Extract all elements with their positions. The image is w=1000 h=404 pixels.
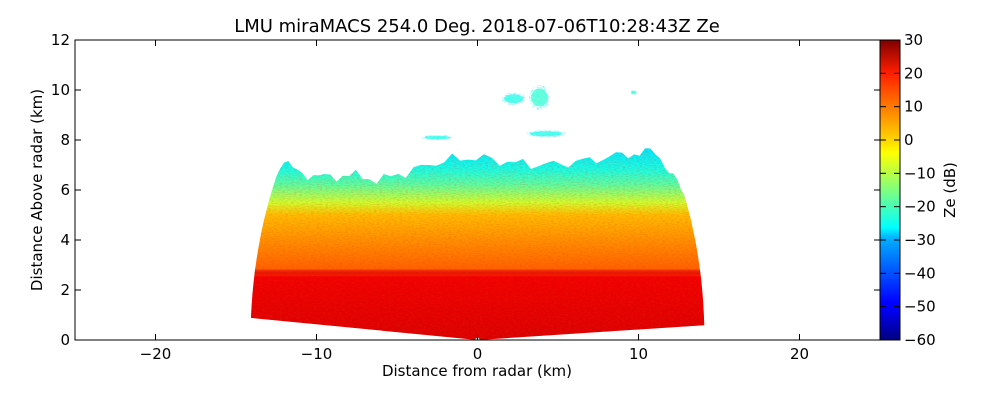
colorbar-tick-label: −10 [904, 164, 936, 182]
colorbar-tick-label: 10 [904, 98, 923, 116]
y-tick-label: 0 [60, 331, 70, 349]
x-tick-label: 20 [790, 345, 809, 363]
colorbar-gradient [880, 40, 900, 340]
chart-title: LMU miraMACS 254.0 Deg. 2018-07-06T10:28… [234, 16, 720, 37]
colorbar: 30 20 10 0 −10 −20 −30 −40 −50 −60 Ze (dB) [879, 31, 959, 349]
colorbar-tick-label: −30 [904, 231, 936, 249]
radar-echo [250, 85, 705, 340]
cloud-cell-core [531, 88, 548, 107]
x-axis: −20 −10 0 10 20 [140, 40, 809, 363]
upper-cloud-cells [421, 85, 637, 140]
x-axis-label: Distance from radar (km) [382, 362, 572, 380]
colorbar-tick-label: −60 [904, 331, 936, 349]
y-tick-label: 12 [51, 31, 70, 49]
cloud-cell-core [504, 94, 524, 104]
colorbar-tick-label: 20 [904, 64, 923, 82]
cloud-cell-core [424, 135, 451, 140]
cloud-cell-core [529, 131, 563, 137]
x-tick-label: −20 [140, 345, 172, 363]
y-tick-label: 4 [60, 231, 70, 249]
y-tick-label: 8 [60, 131, 70, 149]
colorbar-ticks: 30 20 10 0 −10 −20 −30 −40 −50 −60 [880, 31, 936, 349]
colorbar-label: Ze (dB) [941, 162, 959, 218]
melting-layer-bright-band [250, 270, 705, 277]
cloud-cell-core [631, 90, 637, 95]
colorbar-tick-label: −50 [904, 298, 936, 316]
y-axis: 0 2 4 6 8 10 12 [51, 31, 880, 349]
x-tick-label: 10 [629, 345, 648, 363]
y-tick-label: 2 [60, 281, 70, 299]
y-tick-label: 10 [51, 81, 70, 99]
colorbar-tick-label: 30 [904, 31, 923, 49]
echo-speckle-texture [250, 148, 705, 340]
x-tick-label: 0 [473, 345, 483, 363]
colorbar-frame [879, 39, 901, 341]
colorbar-tick-label: −20 [904, 198, 936, 216]
y-tick-label: 6 [60, 181, 70, 199]
x-tick-label: −10 [301, 345, 333, 363]
colorbar-tick-label: −40 [904, 264, 936, 282]
y-axis-label: Distance Above radar (km) [28, 89, 46, 291]
colorbar-tick-label: 0 [904, 131, 914, 149]
